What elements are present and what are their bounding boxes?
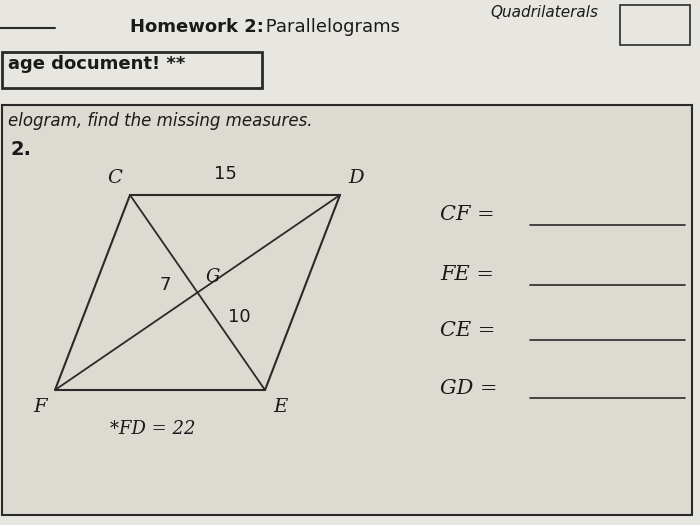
Text: GD =: GD = bbox=[440, 379, 498, 397]
Text: 15: 15 bbox=[214, 165, 237, 183]
Text: *FD = 22: *FD = 22 bbox=[110, 420, 195, 438]
Bar bbox=[2, 105, 692, 515]
Text: 10: 10 bbox=[228, 309, 251, 327]
Text: Homework 2:: Homework 2: bbox=[130, 18, 264, 36]
Text: FE =: FE = bbox=[440, 266, 494, 285]
Text: F: F bbox=[34, 398, 47, 416]
Text: C: C bbox=[107, 169, 122, 187]
Text: CF =: CF = bbox=[440, 205, 495, 225]
Text: D: D bbox=[348, 169, 363, 187]
Text: 2.: 2. bbox=[10, 140, 31, 159]
Text: E: E bbox=[273, 398, 287, 416]
Text: G: G bbox=[206, 268, 220, 287]
Bar bbox=[2, 52, 262, 88]
Text: Quadrilaterals: Quadrilaterals bbox=[490, 5, 598, 20]
Text: Parallelograms: Parallelograms bbox=[260, 18, 400, 36]
Bar bbox=[620, 5, 690, 45]
Text: CE =: CE = bbox=[440, 320, 496, 340]
Text: 7: 7 bbox=[160, 276, 172, 293]
Text: age document! **: age document! ** bbox=[8, 55, 186, 73]
Text: elogram, find the missing measures.: elogram, find the missing measures. bbox=[8, 112, 312, 130]
